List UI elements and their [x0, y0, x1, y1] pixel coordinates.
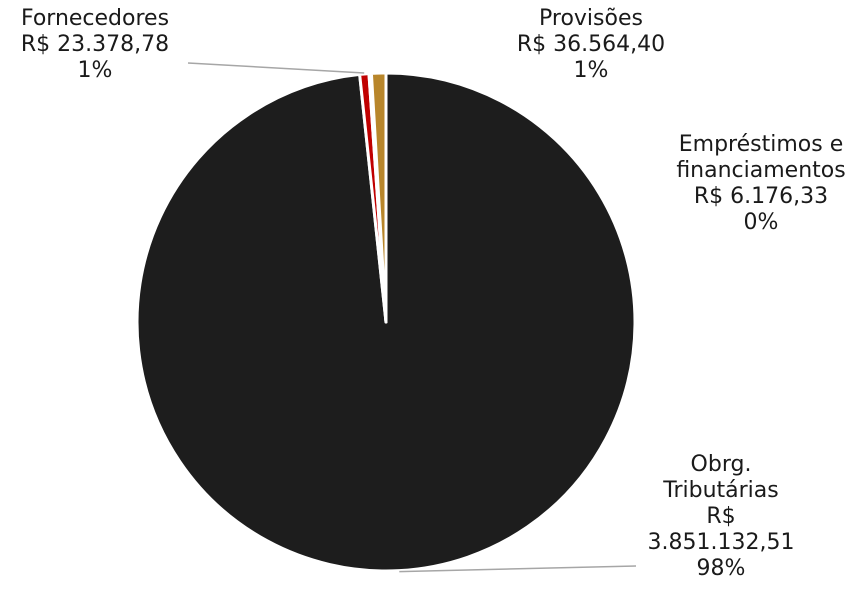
label-fornecedores-percent: 1% — [77, 58, 113, 83]
label-obrg-currency: R$ — [706, 504, 736, 529]
leader-fornecedores — [187, 62, 365, 74]
label-emprestimos-name-line2: financiamentos — [676, 158, 846, 183]
label-obrg-value: 3.851.132,51 — [647, 530, 795, 555]
label-emprestimos-name-line1: Empréstimos e — [678, 132, 844, 157]
label-fornecedores-name: Fornecedores — [20, 6, 170, 31]
leader-obrg-tributarias — [399, 565, 637, 573]
label-obrg-tributarias: Obrg. Tributárias R$ 3.851.132,51 98% — [626, 452, 816, 582]
label-provisoes-value: R$ 36.564,40 — [516, 32, 666, 57]
label-provisoes: Provisões R$ 36.564,40 1% — [505, 6, 677, 84]
label-obrg-name-line2: Tributárias — [663, 478, 779, 503]
label-obrg-percent: 98% — [696, 556, 746, 581]
label-emprestimos: Empréstimos e financiamentos R$ 6.176,33… — [668, 132, 849, 236]
label-provisoes-percent: 1% — [573, 58, 609, 83]
label-provisoes-name: Provisões — [539, 6, 643, 31]
label-emprestimos-value: R$ 6.176,33 — [693, 184, 829, 209]
label-fornecedores: Fornecedores R$ 23.378,78 1% — [0, 6, 190, 84]
label-obrg-name-line1: Obrg. — [690, 452, 752, 477]
label-emprestimos-percent: 0% — [743, 210, 779, 235]
slice-provisoes — [369, 71, 388, 324]
label-fornecedores-value: R$ 23.378,78 — [20, 32, 170, 57]
